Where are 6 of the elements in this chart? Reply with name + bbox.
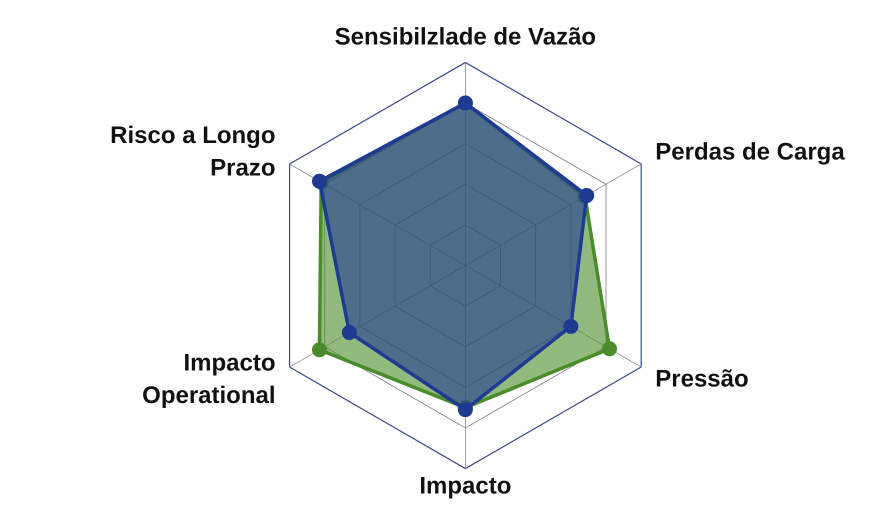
spoke-label: Impacto Operational [142, 350, 276, 409]
spoke-label: Sensibilzlade de Vazão [334, 23, 596, 50]
spoke-label: Pressão [655, 366, 749, 393]
spoke-label: Impacto [419, 472, 512, 500]
spoke-label: Perdas de Carga [655, 138, 846, 166]
spoke-label: Risco a Longo Prazo [110, 122, 276, 182]
